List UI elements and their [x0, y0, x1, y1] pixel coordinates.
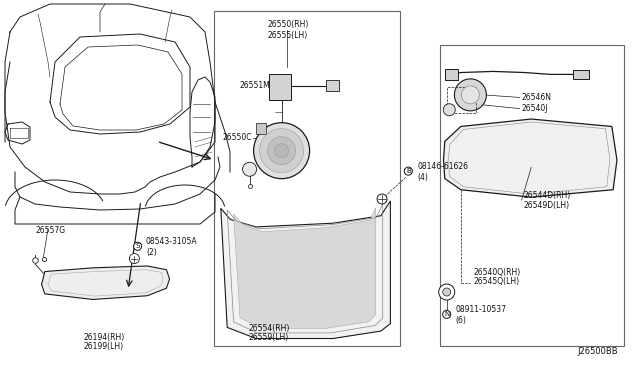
Polygon shape: [42, 266, 170, 299]
Text: S: S: [136, 243, 140, 249]
Text: 08146-61626
(4): 08146-61626 (4): [417, 162, 468, 182]
Text: 26194(RH): 26194(RH): [83, 333, 124, 342]
Text: 26546N: 26546N: [522, 93, 552, 102]
Text: 26557G: 26557G: [35, 226, 65, 235]
Bar: [326, 80, 339, 91]
Polygon shape: [256, 123, 266, 134]
Circle shape: [275, 144, 289, 158]
Polygon shape: [221, 201, 390, 339]
Bar: [269, 74, 291, 100]
Text: 26559(LH): 26559(LH): [248, 333, 289, 342]
Text: 26199(LH): 26199(LH): [83, 342, 124, 351]
Circle shape: [461, 86, 479, 104]
Circle shape: [253, 123, 310, 179]
Text: 26544D(RH): 26544D(RH): [524, 191, 571, 200]
Text: 26549D(LH): 26549D(LH): [524, 201, 570, 210]
Text: 26550C: 26550C: [223, 133, 252, 142]
Polygon shape: [234, 208, 376, 328]
Circle shape: [260, 129, 303, 173]
Circle shape: [243, 162, 257, 176]
Text: 26550(RH): 26550(RH): [268, 20, 309, 29]
Bar: [445, 69, 458, 80]
Bar: [214, 11, 400, 346]
Bar: [440, 45, 624, 346]
Text: 26555(LH): 26555(LH): [268, 31, 308, 40]
Circle shape: [444, 104, 455, 116]
Text: 26540J: 26540J: [522, 104, 548, 113]
Text: 08543-3105A
(2): 08543-3105A (2): [146, 237, 198, 257]
Circle shape: [443, 288, 451, 296]
Circle shape: [377, 194, 387, 204]
Bar: [573, 70, 589, 79]
Circle shape: [268, 137, 296, 165]
Text: J26500BB: J26500BB: [577, 347, 618, 356]
Text: 26540Q(RH): 26540Q(RH): [474, 268, 521, 277]
Circle shape: [439, 284, 455, 300]
Polygon shape: [444, 119, 617, 197]
Text: 26545Q(LH): 26545Q(LH): [474, 278, 520, 286]
Text: 26551M: 26551M: [240, 81, 271, 90]
Circle shape: [454, 79, 486, 111]
Text: 26554(RH): 26554(RH): [248, 324, 290, 333]
Text: B: B: [406, 168, 411, 174]
Circle shape: [129, 254, 140, 263]
Text: 08911-10537
(6): 08911-10537 (6): [456, 305, 507, 325]
Text: N: N: [444, 311, 449, 317]
